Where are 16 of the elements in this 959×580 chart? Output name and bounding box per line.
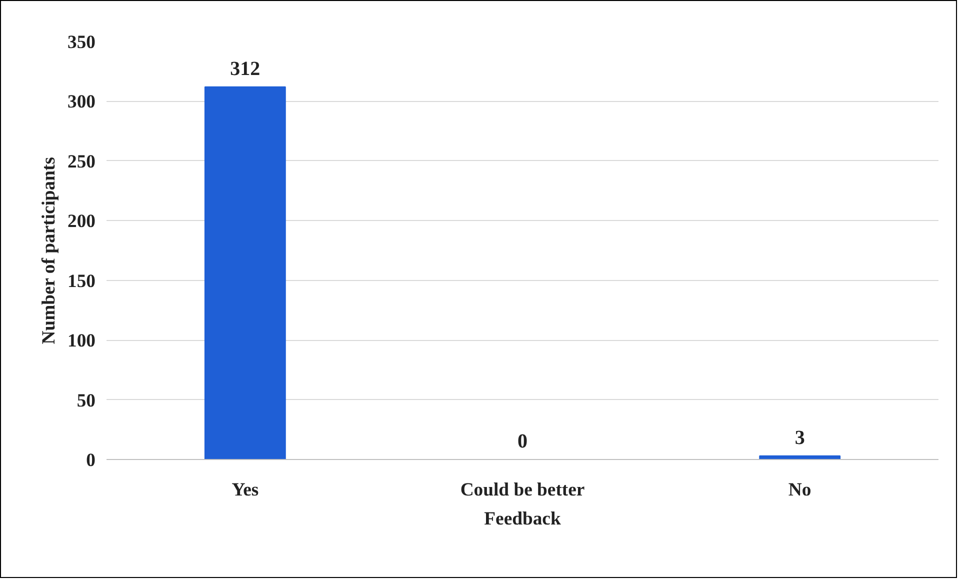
- y-axis-title: Number of participants: [38, 157, 60, 344]
- data-label: 312: [230, 58, 260, 80]
- y-tick-label: 50: [76, 390, 96, 412]
- x-tick-label: Yes: [232, 480, 259, 500]
- x-tick-label: No: [788, 480, 812, 500]
- data-label: 0: [518, 430, 528, 452]
- data-label: 3: [794, 426, 805, 449]
- y-tick-label: 200: [68, 211, 96, 232]
- y-tick-label: 300: [68, 92, 96, 113]
- y-tick-label: 250: [68, 151, 96, 172]
- y-tick-label: 0: [86, 450, 96, 471]
- x-tick-label: Could be better: [460, 480, 585, 500]
- y-tick-label: 100: [68, 330, 96, 352]
- y-tick-label: 150: [68, 270, 96, 292]
- y-tick-label: 350: [68, 32, 96, 53]
- x-axis-title: Feedback: [484, 508, 562, 530]
